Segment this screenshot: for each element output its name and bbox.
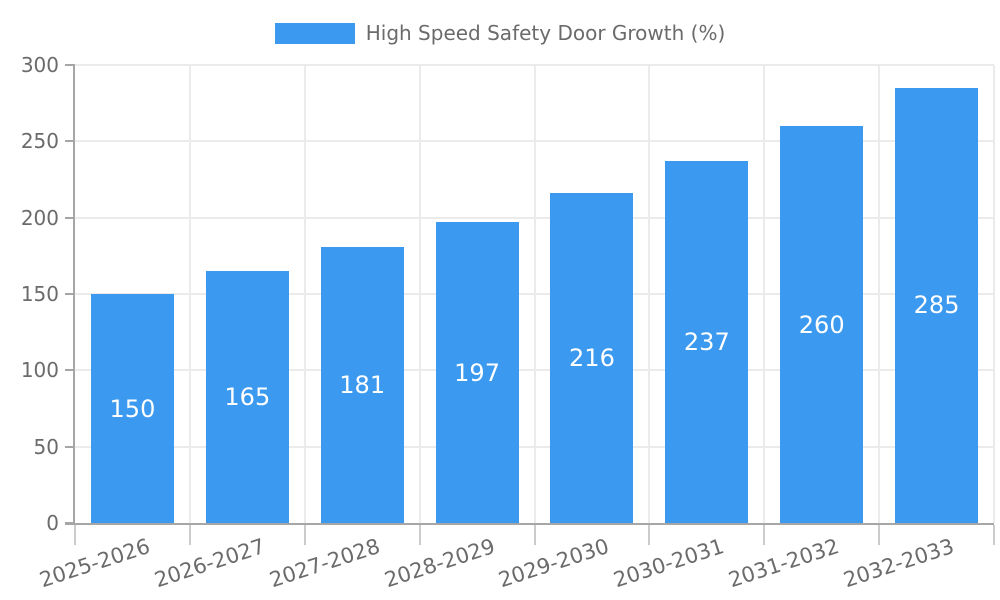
x-tick-mark [763, 525, 766, 545]
x-axis-tick-label: 2026-2027 [151, 534, 268, 593]
x-axis-tick-label: 2025-2026 [36, 534, 153, 593]
x-tick-mark [648, 525, 651, 545]
y-axis-tick-label: 300 [20, 53, 59, 77]
x-tick-mark [188, 525, 191, 545]
y-axis-tick-label: 250 [20, 129, 59, 154]
bar-value-label: 237 [683, 328, 730, 357]
x-tick-mark [418, 525, 421, 545]
x-axis-tick-label: 2029-2030 [496, 534, 613, 593]
bar: 237 [665, 161, 749, 523]
chart-legend: High Speed Safety Door Growth (%) [0, 19, 1000, 47]
x-gridline [533, 65, 536, 523]
bar-value-label: 165 [224, 383, 271, 412]
x-gridline [878, 65, 881, 523]
x-axis-tick-label: 2028-2029 [381, 534, 498, 593]
x-tick-mark [533, 525, 536, 545]
bar: 165 [205, 271, 289, 523]
y-axis-tick-label: 200 [20, 205, 59, 230]
x-gridline [303, 65, 306, 523]
plot-area: 150 165 181 197 216 237 260 285 [75, 64, 995, 523]
y-axis-tick-label: 100 [20, 358, 59, 383]
x-tick-mark [878, 525, 881, 545]
x-gridline [188, 65, 191, 523]
x-axis-line [65, 523, 994, 525]
x-axis-tick-label: 2027-2028 [266, 534, 383, 593]
y-axis-tick-label: 150 [20, 282, 59, 306]
bar-value-label: 260 [798, 310, 845, 339]
y-tick-mark [65, 216, 75, 219]
x-tick-mark [303, 525, 306, 545]
y-tick-mark [65, 522, 75, 524]
bar-value-label: 181 [339, 370, 386, 399]
bar-value-label: 285 [913, 291, 960, 320]
x-gridline [648, 65, 651, 523]
x-gridline [418, 65, 421, 523]
x-axis-tick-label: 2030-2031 [610, 534, 728, 593]
x-axis-tick-label: 2032-2033 [840, 534, 957, 593]
y-axis-tick-label: 0 [46, 511, 59, 535]
legend-label: High Speed Safety Door Growth (%) [365, 21, 726, 45]
bar: 197 [435, 222, 519, 523]
x-gridline [763, 65, 766, 523]
x-tick-mark [74, 525, 76, 545]
legend-swatch [274, 22, 355, 44]
bar: 260 [780, 126, 864, 523]
bar: 150 [90, 294, 174, 523]
y-axis-line [73, 65, 75, 525]
bar-value-label: 216 [569, 344, 615, 373]
y-tick-mark [65, 64, 75, 66]
bar: 181 [320, 246, 404, 523]
x-axis-tick-label: 2031-2032 [725, 534, 843, 593]
y-tick-mark [65, 445, 75, 448]
x-gridline [993, 65, 995, 523]
bar: 285 [895, 87, 979, 523]
bar: 216 [550, 193, 634, 523]
bar-value-label: 150 [109, 394, 156, 423]
x-tick-mark [993, 525, 995, 545]
y-tick-mark [65, 369, 75, 372]
y-tick-mark [65, 140, 75, 143]
y-axis-tick-label: 50 [33, 434, 59, 459]
y-tick-mark [65, 293, 75, 295]
bar-value-label: 197 [454, 358, 500, 387]
